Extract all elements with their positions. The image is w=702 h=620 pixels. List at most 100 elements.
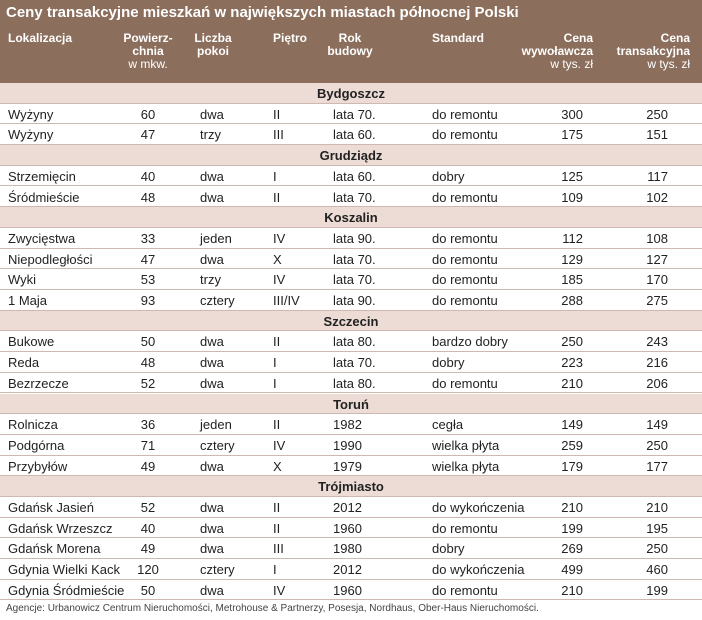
- cell: 177: [646, 458, 668, 474]
- header-line: Cena: [660, 31, 690, 45]
- table-row: Wyki 53 trzy IV lata 70. do remontu 185 170: [0, 269, 702, 290]
- cell: wielka płyta: [432, 437, 500, 453]
- cell: 52: [140, 375, 156, 391]
- cell: 120: [137, 562, 159, 578]
- cell: 195: [646, 520, 668, 536]
- cell: dwa: [200, 458, 224, 474]
- cell: dwa: [200, 582, 224, 598]
- cell: IV: [273, 582, 286, 598]
- cell: lata 90.: [333, 230, 376, 246]
- header-line: Piętro: [272, 31, 307, 45]
- cell: 250: [646, 541, 668, 557]
- column-header: Liczba pokoi: [183, 32, 243, 58]
- cell: 2012: [333, 500, 362, 515]
- cell: 460: [646, 562, 668, 578]
- table-row: Gdańsk Jasień 52 dwa II 2012 do wykończenia 21…: [0, 497, 702, 518]
- cell: cztery: [200, 562, 235, 578]
- cell: 210: [646, 500, 668, 515]
- cell: 199: [561, 520, 583, 536]
- cell: do remontu: [432, 230, 498, 246]
- cell: jeden: [200, 417, 232, 433]
- cell: 1 Maja: [8, 293, 48, 308]
- cell: lata 90.: [333, 293, 376, 308]
- cell: 216: [646, 355, 668, 371]
- cell: cztery: [200, 437, 235, 453]
- cell: 60: [140, 106, 156, 122]
- cell: do wykończenia: [432, 562, 525, 578]
- cell: trzy: [200, 127, 221, 143]
- column-header: Piętro: [260, 32, 320, 45]
- cell: 1980: [333, 541, 362, 557]
- cell: 223: [561, 355, 583, 371]
- cell: Niepodległości: [8, 251, 93, 267]
- cell: 127: [646, 251, 668, 267]
- cell: dwa: [200, 334, 224, 350]
- cell: Bukowe: [8, 334, 55, 350]
- cell: 1982: [333, 417, 362, 433]
- cell: do remontu: [432, 375, 498, 391]
- cell: 40: [140, 520, 156, 536]
- cell: 33: [140, 230, 156, 246]
- cell: X: [273, 458, 282, 474]
- cell: trzy: [200, 272, 221, 288]
- cell: lata 60.: [333, 168, 376, 184]
- cell: Wyki: [8, 272, 37, 288]
- cell: do remontu: [432, 582, 498, 598]
- cell: 210: [561, 582, 583, 598]
- cell: 47: [140, 127, 156, 143]
- cell: cztery: [200, 293, 235, 308]
- cell: 259: [561, 437, 583, 453]
- cell: do remontu: [432, 293, 498, 308]
- header-line: Lokalizacja: [8, 31, 73, 45]
- header-line: budowy: [327, 44, 373, 58]
- cell: dwa: [200, 106, 224, 122]
- section-row: Grudziądz: [0, 145, 702, 166]
- header-line: transakcyjna: [616, 44, 690, 58]
- cell: Strzemięcin: [8, 168, 76, 184]
- table-row: Gdynia Śródmieście 50 dwa IV 1960 do remontu 2…: [0, 580, 702, 601]
- cell: do remontu: [432, 251, 498, 267]
- cell: III: [273, 541, 284, 557]
- table-row: Przybyłów 49 dwa X 1979 wielka płyta 179 177: [0, 456, 702, 477]
- cell: I: [273, 168, 277, 184]
- cell: wielka płyta: [432, 458, 500, 474]
- cell: 269: [561, 541, 583, 557]
- section-row: Koszalin: [0, 207, 702, 228]
- cell: 1960: [333, 582, 362, 598]
- cell: 52: [140, 500, 156, 515]
- cell: 288: [561, 293, 583, 308]
- cell: 499: [561, 562, 583, 578]
- column-header: Standard: [432, 32, 522, 45]
- cell: 50: [140, 334, 156, 350]
- cell: Gdańsk Jasień: [8, 500, 94, 515]
- cell: Podgórna: [8, 437, 65, 453]
- cell: I: [273, 375, 277, 391]
- table-row: Gdynia Wielki Kack 120 cztery I 2012 do wykoń…: [0, 559, 702, 580]
- cell: lata 70.: [333, 355, 376, 371]
- cell: I: [273, 562, 277, 578]
- cell: 117: [647, 168, 668, 184]
- cell: Reda: [8, 355, 40, 371]
- cell: 170: [646, 272, 668, 288]
- header-line: Liczba: [194, 31, 232, 45]
- title: Ceny transakcyjne mieszkań w największyc…: [6, 4, 519, 21]
- table-row: Wyżyny 47 trzy III lata 60. do remontu 175 151: [0, 124, 702, 146]
- header-line: Rok: [338, 31, 362, 45]
- cell: lata 70.: [333, 251, 376, 267]
- cell: dwa: [200, 355, 224, 371]
- cell: 36: [140, 417, 156, 433]
- cell: 1960: [333, 520, 362, 536]
- cell: 149: [646, 417, 668, 433]
- table-row: Gdańsk Wrzeszcz 40 dwa II 1960 do remontu 199 1…: [0, 518, 702, 539]
- cell: Wyżyny: [8, 127, 54, 143]
- cell: do wykończenia: [432, 500, 525, 515]
- header-line: w tys. zł: [647, 57, 690, 71]
- cell: lata 80.: [333, 375, 376, 391]
- column-header: Lokalizacja: [8, 32, 128, 45]
- cell: Przybyłów: [8, 458, 68, 474]
